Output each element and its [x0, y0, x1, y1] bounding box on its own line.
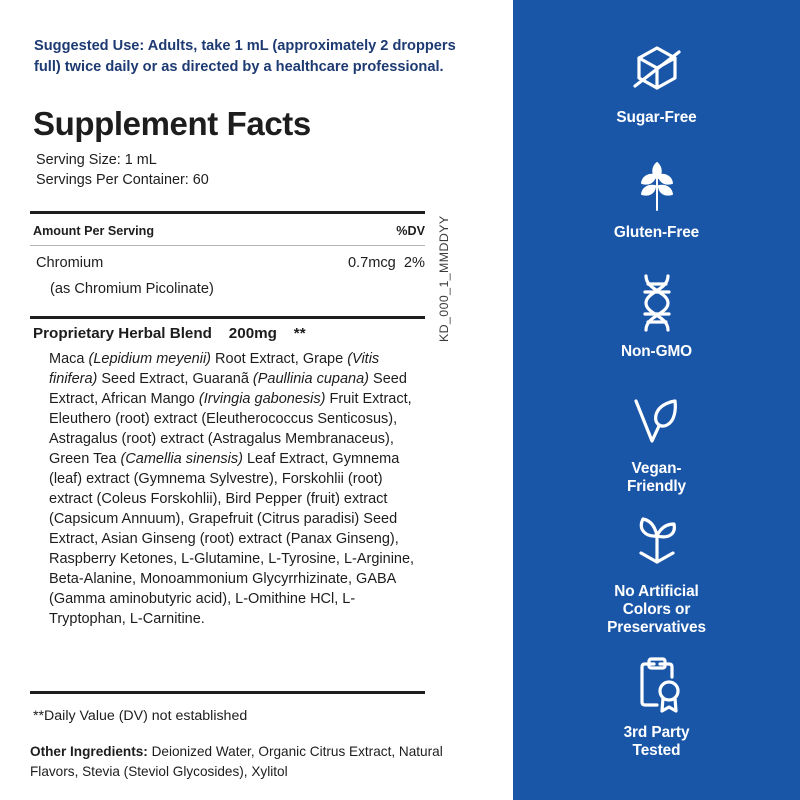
wheat-stalk-icon: [629, 157, 685, 215]
blend-ingredient-list: Maca (Lepidium meyenii) Root Extract, Gr…: [49, 351, 415, 627]
badge-no-artificial-colors: No Artificial Colors or Preservatives: [513, 512, 800, 637]
page-title: Supplement Facts: [33, 105, 311, 142]
table-top-rule: [30, 211, 425, 214]
servings-per-container: Servings Per Container: 60: [36, 172, 209, 189]
badge-3rd-party-tested: 3rd Party Tested: [513, 655, 800, 760]
sugar-cube-slashed-icon: [625, 36, 689, 100]
suggested-use-label: Suggested Use:: [34, 38, 145, 54]
leaf-v-icon: [625, 395, 689, 451]
badge-non-gmo: Non-GMO: [513, 272, 800, 361]
nutrient-amount: 0.7mcg: [347, 255, 396, 271]
serving-size: Serving Size: 1 mL: [36, 152, 157, 168]
badge-label: Gluten-Free: [613, 224, 700, 241]
nutrient-dv: 2%: [403, 255, 425, 271]
proprietary-blend-row: Proprietary Herbal Blend 200mg **: [33, 325, 306, 342]
supplement-facts-panel: Suggested Use: Adults, take 1 mL (approx…: [30, 36, 462, 781]
table-header-rule: [30, 245, 425, 246]
nutrient-name: Chromium: [36, 255, 104, 271]
column-header-amount: Amount Per Serving: [33, 224, 155, 238]
other-ingredients-text: Deionized Water, Organic Citrus Extract,…: [30, 744, 443, 779]
badge-gluten-free: Gluten-Free: [513, 157, 800, 242]
badge-label: No Artificial Colors or Preservatives: [607, 583, 706, 636]
badge-label: Vegan- Friendly: [626, 460, 687, 495]
suggested-use-body: Adults, take 1 mL (approximately 2 dropp…: [34, 38, 456, 75]
table-column-headers: Amount Per Serving %DV: [33, 224, 425, 238]
column-header-dv: %DV: [396, 224, 425, 238]
badge-sugar-free: Sugar-Free: [513, 36, 800, 127]
nutrient-values: 0.7mcg 2%: [348, 255, 425, 271]
daily-value-note: **Daily Value (DV) not established: [33, 708, 248, 724]
other-ingredients-label: Other Ingredients:: [30, 744, 148, 759]
sprout-icon: [626, 512, 688, 574]
table-row: Chromium 0.7mcg 2%: [36, 255, 425, 271]
clipboard-award-icon: [627, 655, 687, 715]
lot-code-vertical: KD_000_1_MMDDYY: [437, 215, 451, 342]
badge-label: Non-GMO: [620, 343, 693, 360]
suggested-use-text: Suggested Use: Adults, take 1 mL (approx…: [34, 36, 458, 77]
claims-badge-panel: Sugar-Free Gluten-Free: [513, 0, 800, 800]
serving-info: Serving Size: 1 mL Servings Per Containe…: [36, 150, 209, 191]
other-ingredients: Other Ingredients: Deionized Water, Orga…: [30, 742, 462, 781]
badge-label: Sugar-Free: [616, 109, 697, 126]
badge-label: 3rd Party Tested: [623, 724, 690, 759]
dna-helix-icon: [631, 272, 683, 334]
blend-top-rule: [30, 316, 425, 319]
badge-vegan-friendly: Vegan- Friendly: [513, 395, 800, 496]
table-bottom-rule: [30, 691, 425, 694]
nutrient-source: (as Chromium Picolinate): [50, 281, 214, 297]
